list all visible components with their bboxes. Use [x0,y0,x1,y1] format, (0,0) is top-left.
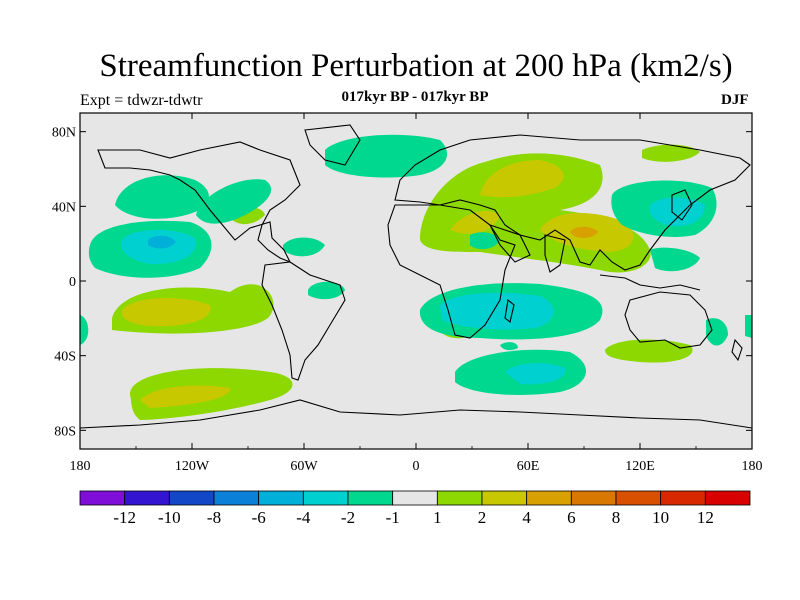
coast-greenland [304,124,361,166]
field-negative-west-edge [80,315,89,345]
colorbar-swatch [526,490,572,506]
field-blue-central-pacific [148,235,176,249]
colorbar-label: -12 [113,508,136,527]
colorbar-swatch [704,490,751,506]
field-yellow-southern-ocean [140,385,231,408]
coast-arabia [488,224,531,263]
colorbar-swatch [258,490,304,506]
colorbar-swatch [615,490,662,506]
colorbar-swatch [392,490,438,506]
colorbar-swatch [124,490,170,506]
field-negative-north-america [196,179,272,224]
colorbar-swatch [660,490,706,506]
coast-new-zealand [731,338,743,362]
colorbar: -12 -10 -8 -6 -4 -2 -1 1 2 4 6 8 10 12 [79,490,751,527]
field-cyan-south-indian [440,292,554,330]
colorbar-swatch [302,490,349,506]
lat-tick-label: 40S [54,350,76,365]
lat-tick-label: 80S [54,424,76,439]
colorbar-swatch [570,490,617,506]
lat-tick-label: 0 [69,275,76,290]
colorbar-swatch [347,490,394,506]
contour-fields [80,134,752,420]
coastlines [80,124,752,429]
field-negative-north-pacific [115,175,209,219]
coast-japan [671,189,693,221]
longitude-axis: 180 120W 60W 0 60E 120E 180 [70,113,763,474]
colorbar-label: 2 [478,508,487,527]
lon-tick-label: 120E [625,459,655,474]
lon-tick-label: 120W [175,459,210,474]
experiment-label: Expt = tdwzr-tdwtr [80,92,203,109]
coast-madagascar [504,298,515,323]
colorbar-swatch [168,490,215,506]
coast-australia [624,291,713,349]
coast-antarctica [80,399,752,429]
field-yellow-south-pacific [121,298,211,327]
field-negative-east-edge [745,315,752,338]
coast-south-america [261,261,346,381]
coast-india [544,234,566,273]
plot-title: Streamfunction Perturbation at 200 hPa (… [99,48,733,84]
colorbar-label: -8 [207,508,221,527]
colorbar-swatch [436,490,483,506]
colorbar-label: 4 [522,508,531,527]
field-cyan-southern-ocean [505,363,566,385]
colorbar-label: -10 [158,508,181,527]
field-negative-caribbean [283,237,325,257]
plot-subtitle: 017kyr BP - 017kyr BP [341,89,489,105]
colorbar-label: 12 [697,508,714,527]
colorbar-label: -4 [296,508,311,527]
field-negative-tasman [706,318,728,346]
colorbar-label: 10 [652,508,669,527]
colorbar-swatch [79,490,126,506]
season-label: DJF [721,92,749,108]
colorbar-label: 6 [567,508,576,527]
colorbar-label: 8 [612,508,621,527]
lon-tick-label: 180 [742,459,763,474]
lon-tick-label: 0 [413,459,420,474]
lat-tick-label: 40N [52,200,76,215]
colorbar-label: -2 [341,508,355,527]
field-orange-himalaya [570,226,598,238]
colorbar-label: -1 [386,508,400,527]
coast-eurasia [394,134,751,271]
coast-indonesia [599,274,701,291]
field-positive-south-indian [605,339,693,363]
colorbar-swatch [213,490,260,506]
lon-tick-label: 60W [290,459,318,474]
colorbar-label: 1 [433,508,442,527]
coast-africa [387,204,516,339]
field-negative-north-atlantic [325,134,448,178]
field-yellow-mideast [450,210,500,235]
colorbar-label: -6 [252,508,266,527]
lat-tick-label: 80N [52,126,76,141]
field-positive-atlantic-small [230,207,265,225]
colorbar-swatch [481,490,528,506]
field-negative-small [500,342,518,351]
field-negative-arabia [470,232,500,250]
field-positive-siberia [642,144,700,162]
field-negative-tropical-west-pacific [650,247,700,272]
latitude-axis: 80N 40N 0 40S 80S [52,126,752,439]
lon-tick-label: 60E [517,459,540,474]
field-yellow-central-asia [480,160,564,198]
field-negative-south-atlantic [308,281,345,300]
lon-tick-label: 180 [70,459,91,474]
